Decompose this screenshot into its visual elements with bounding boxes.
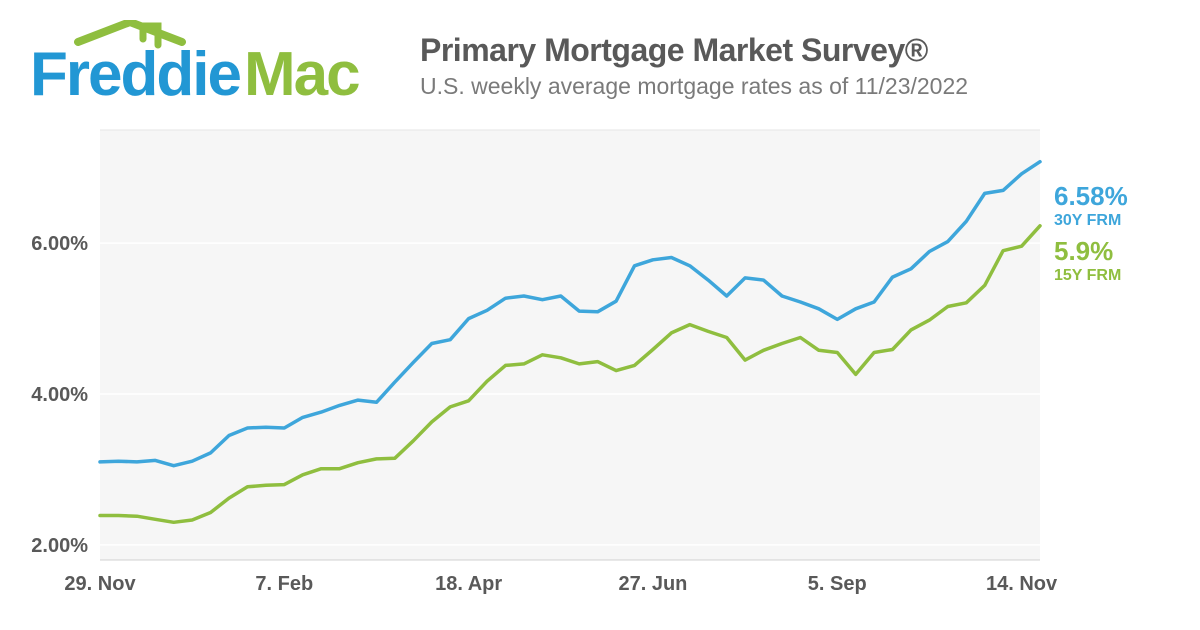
y-axis-label: 6.00%: [31, 233, 88, 255]
svg-text:FreddieMac: FreddieMac: [30, 40, 359, 109]
freddie-mac-logo: FreddieMac: [30, 20, 400, 110]
logo-text-freddie: Freddie: [30, 40, 240, 109]
y-axis-label: 4.00%: [31, 384, 88, 406]
x-axis-label: 14. Nov: [986, 573, 1058, 595]
series-end-name-s15: 15Y FRM: [1054, 267, 1121, 284]
mortgage-rate-chart: 2.00% 4.00% 6.00% 29. Nov 7. Feb 18. Apr 27. J…: [20, 120, 1180, 610]
x-axis-label: 29. Nov: [64, 573, 136, 595]
x-axis-label: 5. Sep: [808, 573, 867, 595]
series-end-value-s15: 5.9%: [1054, 236, 1113, 266]
chart-subtitle: U.S. weekly average mortgage rates as of…: [420, 73, 1170, 100]
chart-title: Primary Mortgage Market Survey®: [420, 32, 1170, 69]
x-axis-label: 27. Jun: [618, 573, 687, 595]
series-end-value-s30: 6.58%: [1054, 181, 1128, 211]
y-axis-label: 2.00%: [31, 535, 88, 557]
x-axis-label: 18. Apr: [435, 573, 502, 595]
series-end-name-s30: 30Y FRM: [1054, 212, 1121, 229]
logo-text-mac: Mac: [244, 40, 359, 109]
logo-roof-icon: [78, 22, 182, 42]
x-axis-label: 7. Feb: [255, 573, 313, 595]
